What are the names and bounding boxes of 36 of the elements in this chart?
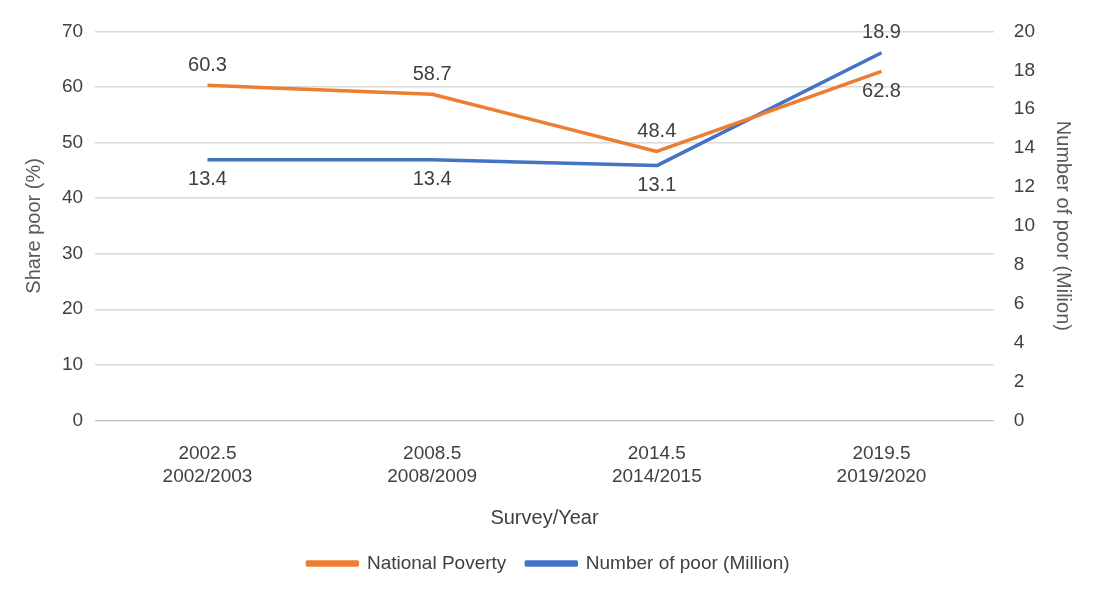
y2-tick-label: 14 xyxy=(1013,136,1036,158)
x-tick-label: 2014.5 2014/2015 xyxy=(611,442,702,486)
y-tick-label: 40 xyxy=(61,186,84,208)
legend-label: Number of poor (Million) xyxy=(585,551,790,573)
y2-tick-label: 18 xyxy=(1013,58,1036,80)
y2-tick-label: 16 xyxy=(1013,97,1036,119)
x-tick-label: 2019.5 2019/2020 xyxy=(836,442,927,486)
x-axis-title: Survey/Year xyxy=(490,505,599,528)
data-label: 58.7 xyxy=(412,61,452,84)
data-label: 13.4 xyxy=(188,167,227,190)
y2-tick-label: 10 xyxy=(1013,214,1036,236)
y-tick-label: 20 xyxy=(61,297,84,319)
data-label: 13.4 xyxy=(412,167,452,190)
data-label: 48.4 xyxy=(637,118,677,141)
y-tick-label: 70 xyxy=(61,19,84,41)
y2-tick-label: 2 xyxy=(1013,369,1025,391)
y2-tick-label: 20 xyxy=(1013,19,1036,41)
y-tick-label: 30 xyxy=(61,241,84,263)
data-label: 13.1 xyxy=(637,173,677,196)
y-tick-label: 60 xyxy=(61,75,84,97)
y2-tick-label: 4 xyxy=(1013,330,1025,352)
y-tick-label: 0 xyxy=(72,408,84,430)
data-label: 18.9 xyxy=(862,20,901,43)
y2-tick-label: 0 xyxy=(1013,408,1025,430)
y-axis-title: Share poor (%) xyxy=(21,158,44,294)
y2-tick-label: 8 xyxy=(1013,253,1025,275)
x-tick-label: 2002.5 2002/2003 xyxy=(162,442,253,486)
y2-axis-title: Number of poor (Milion) xyxy=(1053,120,1076,331)
y-tick-label: 50 xyxy=(61,130,84,152)
x-tick-label: 2008.5 2008/2009 xyxy=(387,442,478,486)
y-tick-label: 10 xyxy=(61,353,84,375)
y2-tick-label: 12 xyxy=(1013,175,1036,197)
data-label: 60.3 xyxy=(188,52,227,75)
legend-label: National Poverty xyxy=(366,551,507,573)
data-label: 62.8 xyxy=(862,78,901,101)
y2-tick-label: 6 xyxy=(1013,291,1025,313)
